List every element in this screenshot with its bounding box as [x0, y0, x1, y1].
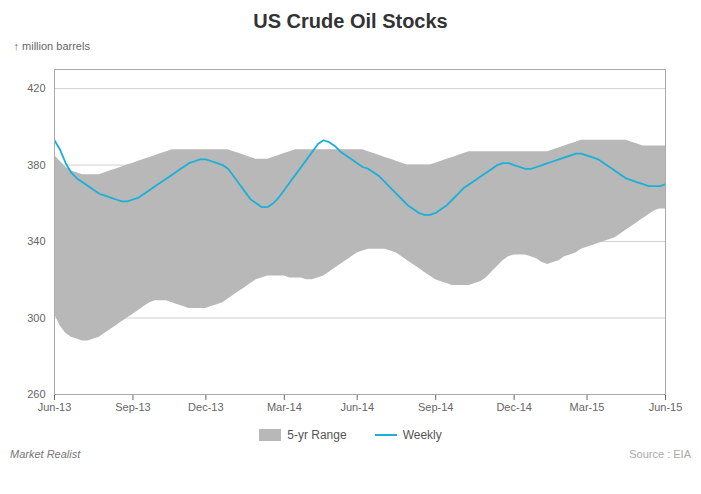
html-text:Market Realist: Market Realist [10, 448, 81, 460]
svg-text:Dec-13: Dec-13 [188, 401, 223, 413]
svg-text:260: 260 [27, 388, 45, 400]
svg-text:↑ million barrels: ↑ million barrels [14, 40, 91, 52]
svg-text:380: 380 [27, 159, 45, 171]
svg-text:Sep-14: Sep-14 [418, 401, 453, 413]
svg-text:420: 420 [27, 82, 45, 94]
html-text:5-yr Range: 5-yr Range [287, 428, 347, 442]
svg-text:300: 300 [27, 312, 45, 324]
svg-text:Sep-13: Sep-13 [115, 401, 150, 413]
svg-text:Mar-15: Mar-15 [570, 401, 605, 413]
svg-text:340: 340 [27, 235, 45, 247]
html-text:US Crude Oil Stocks: US Crude Oil Stocks [253, 10, 448, 32]
svg-text:Jun-14: Jun-14 [340, 401, 374, 413]
svg-text:Dec-14: Dec-14 [496, 401, 531, 413]
html-text:Weekly: Weekly [402, 428, 442, 442]
svg-text:Jun-13: Jun-13 [38, 401, 72, 413]
html-text:Source : EIA: Source : EIA [629, 448, 691, 460]
svg-text:Mar-14: Mar-14 [267, 401, 302, 413]
svg-text:Jun-15: Jun-15 [649, 401, 683, 413]
